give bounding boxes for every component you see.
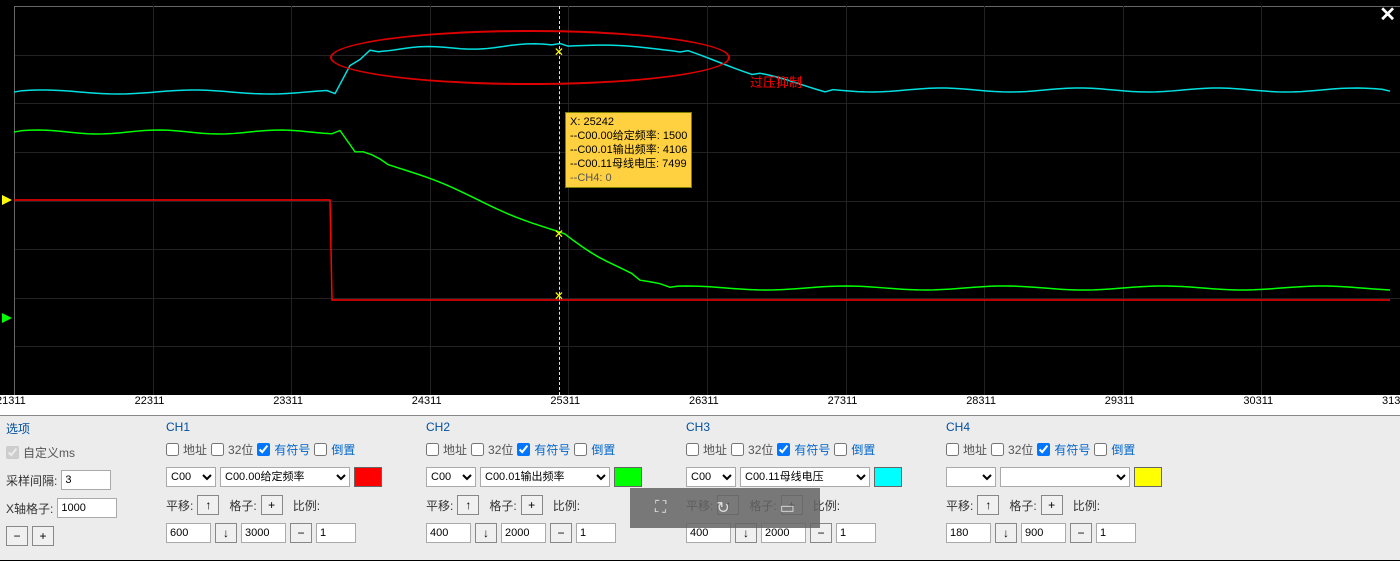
x-tick-label: 29311 [1105,395,1135,407]
shift-up-button[interactable]: ↑ [197,495,219,515]
scale-input[interactable] [576,523,616,543]
signed-checkbox[interactable] [777,443,790,456]
addr-checkbox[interactable] [166,443,179,456]
cursor-marker: ✕ [554,289,564,303]
chart-tooltip: X: 25242--C00.00给定频率: 1500--C00.01输出频率: … [565,112,692,188]
channel-zero-marker[interactable] [2,313,12,323]
cursor-marker: ✕ [554,45,564,59]
color-swatch[interactable] [614,467,642,487]
scale-input[interactable] [836,523,876,543]
color-swatch[interactable] [354,467,382,487]
channel-zero-marker[interactable] [2,195,12,205]
channel-section-ch4: CH4地址32位有符号倒置平移:↑格子:+比例:↓− [940,416,1195,561]
x-grid-inc-button[interactable]: + [32,526,54,546]
shift-down-button[interactable]: ↓ [995,523,1017,543]
x-tick-label: 28311 [966,395,996,407]
grid-inc-button[interactable]: + [521,495,543,515]
invert-checkbox[interactable] [834,443,847,456]
x-tick-label: 31311 [1382,395,1400,407]
grid-inc-button[interactable]: + [1041,495,1063,515]
code-select[interactable]: C00 [686,467,736,487]
x-tick-label: 26311 [689,395,719,407]
bit32-checkbox[interactable] [731,443,744,456]
code-select[interactable] [946,467,996,487]
x-tick-label: 22311 [135,395,165,407]
invert-checkbox[interactable] [574,443,587,456]
x-grid-label: X轴格子: [6,500,53,517]
addr-checkbox[interactable] [426,443,439,456]
overlay-crop-icon[interactable]: ⛶ [647,499,674,517]
screenshot-overlay-bar[interactable]: ⛶ ↻ ▭ [630,488,820,528]
bit32-checkbox[interactable] [991,443,1004,456]
tooltip-line: --CH4: 0 [570,171,687,185]
grid-dec-button[interactable]: − [550,523,572,543]
param-select[interactable] [1000,467,1130,487]
scale-input[interactable] [1096,523,1136,543]
annotation-ellipse [330,30,730,85]
options-title: 选项 [6,420,154,437]
bit32-checkbox[interactable] [471,443,484,456]
tooltip-line: --C00.00给定频率: 1500 [570,129,687,143]
channel-section-ch1: CH1地址32位有符号倒置C00C00.00给定频率平移:↑格子:+比例:↓− [160,416,415,561]
shift-down-button[interactable]: ↓ [475,523,497,543]
shift-input[interactable] [426,523,471,543]
x-axis: 21311 22311 23311 24311 25311 26311 27311 28311… [0,395,1400,415]
x-tick-label: 23311 [273,395,303,407]
cursor-marker: ✕ [554,227,564,241]
invert-checkbox[interactable] [314,443,327,456]
x-tick-label: 25311 [550,395,580,407]
custom-ms-label: 自定义ms [23,444,75,461]
x-grid-dec-button[interactable]: − [6,526,28,546]
x-tick-label: 27311 [828,395,858,407]
scale-input[interactable] [316,523,356,543]
tooltip-line: --C00.01输出频率: 4106 [570,143,687,157]
grid-dec-button[interactable]: − [290,523,312,543]
invert-checkbox[interactable] [1094,443,1107,456]
param-select[interactable]: C00.00给定频率 [220,467,350,487]
param-select[interactable]: C00.01输出频率 [480,467,610,487]
grid-dec-button[interactable]: − [1070,523,1092,543]
x-grid-input[interactable] [57,498,117,518]
x-tick-label: 24311 [412,395,442,407]
sample-interval-input[interactable] [61,470,111,490]
options-section: 选项 自定义ms 采样间隔: X轴格子: − + [0,416,160,561]
channel-title: CH1 [166,420,409,434]
annotation-text: 过压抑制 [750,72,802,91]
shift-up-button[interactable]: ↑ [457,495,479,515]
overlay-refresh-icon[interactable]: ↻ [708,498,737,518]
signed-checkbox[interactable] [257,443,270,456]
sample-interval-label: 采样间隔: [6,472,57,489]
grid-input[interactable] [501,523,546,543]
signed-checkbox[interactable] [1037,443,1050,456]
shift-up-button[interactable]: ↑ [977,495,999,515]
chart-area[interactable]: ✕ 过压抑制 ✕✕✕ X: 25242--C00.00给定频率: 1500--C… [0,0,1400,395]
shift-input[interactable] [166,523,211,543]
addr-checkbox[interactable] [686,443,699,456]
grid-inc-button[interactable]: + [261,495,283,515]
channel-title: CH3 [686,420,929,434]
grid-input[interactable] [1021,523,1066,543]
grid-input[interactable] [241,523,286,543]
custom-ms-checkbox [6,446,19,459]
code-select[interactable]: C00 [166,467,216,487]
x-tick-label: 30311 [1243,395,1273,407]
overlay-save-icon[interactable]: ▭ [772,498,803,518]
signed-checkbox[interactable] [517,443,530,456]
param-select[interactable]: C00.11母线电压 [740,467,870,487]
addr-checkbox[interactable] [946,443,959,456]
shift-input[interactable] [946,523,991,543]
tooltip-line: --C00.11母线电压: 7499 [570,157,687,171]
channel-title: CH4 [946,420,1189,434]
x-tick-label: 21311 [0,395,26,407]
shift-down-button[interactable]: ↓ [215,523,237,543]
bit32-checkbox[interactable] [211,443,224,456]
tooltip-line: X: 25242 [570,115,687,129]
channel-title: CH2 [426,420,669,434]
code-select[interactable]: C00 [426,467,476,487]
color-swatch[interactable] [874,467,902,487]
color-swatch[interactable] [1134,467,1162,487]
